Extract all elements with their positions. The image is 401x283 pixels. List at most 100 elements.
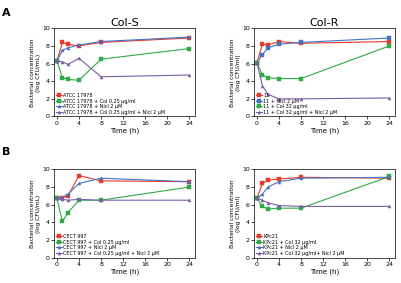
CECT 997 + Col 0.25 µg/ml <box>60 220 65 223</box>
11 + Col 32 µg/ml + Nicl 2 μM <box>260 84 265 87</box>
CECT 997 + Nicl 2 μM <box>77 182 81 185</box>
CECT 997 <box>77 174 81 177</box>
KPc21 + Nicl 2 μM <box>277 180 282 183</box>
X-axis label: Time (h): Time (h) <box>110 127 139 134</box>
Line: ATCC 17978 + Col 0.25 µg/ml: ATCC 17978 + Col 0.25 µg/ml <box>55 47 191 82</box>
CECT 997 + Col 0.25 µg/ml <box>65 211 70 214</box>
CECT 997 <box>99 179 103 183</box>
CECT 997 + Col 0.25 µg/ml <box>77 199 81 202</box>
11 + Col 32 µg/ml <box>387 44 392 48</box>
11 + Col 32 µg/ml + Nicl 2 μM <box>387 96 392 100</box>
CECT 997 + Col 0.25 µg/ml + Nicl 2 μM <box>65 199 70 202</box>
ATCC 17978 + Col 0.25 µg/ml + Nicl 2 μM <box>65 63 70 66</box>
11 + Nicl 2 μM <box>265 46 270 50</box>
ATCC 17978 + Nicl 2 μM <box>77 43 81 47</box>
Line: KPc21: KPc21 <box>255 176 391 200</box>
KPc21 + Col 32 µg/ml <box>299 207 304 210</box>
ATCC 17978 + Nicl 2 μM <box>99 40 103 43</box>
KPc21 <box>260 182 265 185</box>
ATCC 17978 + Col 0.25 µg/ml + Nicl 2 μM <box>99 75 103 78</box>
CECT 997 + Nicl 2 μM <box>187 180 192 183</box>
ATCC 17978 + Col 0.25 µg/ml <box>55 59 59 63</box>
11 + Col 32 µg/ml <box>255 61 259 64</box>
Legend: 11, 11 + Nicl 2 μM, 11 + Col 32 µg/ml, 11 + Col 32 µg/ml + Nicl 2 μM: 11, 11 + Nicl 2 μM, 11 + Col 32 µg/ml, 1… <box>255 93 338 115</box>
X-axis label: Time (h): Time (h) <box>110 268 139 275</box>
ATCC 17978 + Nicl 2 μM <box>60 49 65 52</box>
11 + Nicl 2 μM <box>260 53 265 56</box>
KPc21 <box>387 177 392 180</box>
11 <box>277 40 282 43</box>
Line: CECT 997 + Col 0.25 µg/ml: CECT 997 + Col 0.25 µg/ml <box>55 185 191 223</box>
ATCC 17978 + Col 0.25 µg/ml <box>187 47 192 50</box>
KPc21 <box>277 177 282 181</box>
ATCC 17978 + Nicl 2 μM <box>187 35 192 39</box>
KPc21 + Nicl 2 μM <box>260 192 265 196</box>
CECT 997 + Col 0.25 µg/ml <box>187 185 192 189</box>
11 + Col 32 µg/ml + Nicl 2 μM <box>255 61 259 64</box>
Line: 11 + Col 32 µg/ml + Nicl 2 μM: 11 + Col 32 µg/ml + Nicl 2 μM <box>255 61 391 100</box>
ATCC 17978 + Nicl 2 μM <box>65 46 70 50</box>
Line: CECT 997 + Col 0.25 µg/ml + Nicl 2 μM: CECT 997 + Col 0.25 µg/ml + Nicl 2 μM <box>55 197 191 202</box>
ATCC 17978 + Nicl 2 μM <box>55 59 59 63</box>
11 + Col 32 µg/ml + Nicl 2 μM <box>299 97 304 100</box>
Line: KPc21 + Nicl 2 μM: KPc21 + Nicl 2 μM <box>255 176 391 200</box>
Y-axis label: Bacterial concentration
(log CFU/mL): Bacterial concentration (log CFU/mL) <box>30 179 41 248</box>
KPc21 + Col 32 µg/ml <box>260 205 265 208</box>
11 <box>255 61 259 64</box>
11 + Col 32 µg/ml <box>299 77 304 80</box>
Text: B: B <box>2 147 10 157</box>
CECT 997 + Nicl 2 μM <box>60 196 65 199</box>
11 + Nicl 2 μM <box>277 42 282 46</box>
KPc21 + Col 32 µg/ml <box>277 207 282 210</box>
Line: KPc21 + Col 32 µg/ml+ Nicl 2 μM: KPc21 + Col 32 µg/ml+ Nicl 2 μM <box>255 197 391 208</box>
ATCC 17978 + Col 0.25 µg/ml + Nicl 2 μM <box>60 60 65 63</box>
CECT 997 + Col 0.25 µg/ml <box>55 197 59 200</box>
Line: 11 + Col 32 µg/ml: 11 + Col 32 µg/ml <box>255 44 391 80</box>
ATCC 17978 <box>65 42 70 46</box>
Line: 11: 11 <box>255 40 391 64</box>
KPc21 + Col 32 µg/ml+ Nicl 2 μM <box>277 204 282 207</box>
11 + Col 32 µg/ml <box>260 73 265 77</box>
Y-axis label: Bacterial concentration
(log CFU/ml): Bacterial concentration (log CFU/ml) <box>230 179 241 248</box>
ATCC 17978 + Col 0.25 µg/ml + Nicl 2 μM <box>55 59 59 63</box>
ATCC 17978 + Col 0.25 µg/ml <box>65 78 70 81</box>
KPc21 + Col 32 µg/ml+ Nicl 2 μM <box>265 201 270 205</box>
11 + Nicl 2 μM <box>299 41 304 44</box>
CECT 997 <box>60 196 65 199</box>
11 + Col 32 µg/ml <box>277 77 282 80</box>
Y-axis label: Bacterial concentration
(log CFU/mL): Bacterial concentration (log CFU/mL) <box>30 38 41 107</box>
11 + Nicl 2 μM <box>255 61 259 64</box>
Line: KPc21 + Col 32 µg/ml: KPc21 + Col 32 µg/ml <box>255 175 391 211</box>
ATCC 17978 <box>55 59 59 63</box>
Line: ATCC 17978 + Col 0.25 µg/ml + Nicl 2 μM: ATCC 17978 + Col 0.25 µg/ml + Nicl 2 μM <box>55 57 191 78</box>
11 + Col 32 µg/ml + Nicl 2 μM <box>277 97 282 100</box>
Line: ATCC 17978 + Nicl 2 μM: ATCC 17978 + Nicl 2 μM <box>55 36 191 63</box>
Legend: ATCC 17978, ATCC 17978 + Col 0.25 µg/ml, ATCC 17978 + Nicl 2 μM, ATCC 17978 + Co: ATCC 17978, ATCC 17978 + Col 0.25 µg/ml,… <box>56 93 166 115</box>
Legend: CECT 997, CECT 997 + Col 0.25 µg/ml, CECT 997 + Nicl 2 μM, CECT 997 + Col 0.25 µ: CECT 997, CECT 997 + Col 0.25 µg/ml, CEC… <box>56 234 160 256</box>
KPc21 + Nicl 2 μM <box>299 177 304 180</box>
Line: ATCC 17978: ATCC 17978 <box>55 37 191 63</box>
CECT 997 <box>65 194 70 198</box>
ATCC 17978 + Col 0.25 µg/ml + Nicl 2 μM <box>187 73 192 77</box>
11 <box>260 42 265 46</box>
KPc21 + Col 32 µg/ml+ Nicl 2 μM <box>260 199 265 202</box>
ATCC 17978 <box>60 41 65 44</box>
ATCC 17978 + Col 0.25 µg/ml + Nicl 2 μM <box>77 57 81 60</box>
CECT 997 + Col 0.25 µg/ml + Nicl 2 μM <box>55 197 59 200</box>
ATCC 17978 <box>77 44 81 48</box>
X-axis label: Time (h): Time (h) <box>310 268 339 275</box>
CECT 997 + Nicl 2 μM <box>99 177 103 180</box>
Line: 11 + Nicl 2 μM: 11 + Nicl 2 μM <box>255 37 391 64</box>
CECT 997 + Col 0.25 µg/ml + Nicl 2 μM <box>99 199 103 202</box>
KPc21 + Nicl 2 μM <box>255 197 259 200</box>
KPc21 <box>265 178 270 182</box>
CECT 997 + Col 0.25 µg/ml + Nicl 2 μM <box>77 198 81 201</box>
KPc21 <box>255 197 259 200</box>
CECT 997 + Col 0.25 µg/ml <box>99 199 103 202</box>
11 + Col 32 µg/ml <box>265 76 270 79</box>
ATCC 17978 <box>99 41 103 44</box>
Title: Col-R: Col-R <box>310 18 339 27</box>
X-axis label: Time (h): Time (h) <box>310 127 339 134</box>
CECT 997 + Nicl 2 μM <box>55 197 59 200</box>
Title: Col-S: Col-S <box>110 18 139 27</box>
